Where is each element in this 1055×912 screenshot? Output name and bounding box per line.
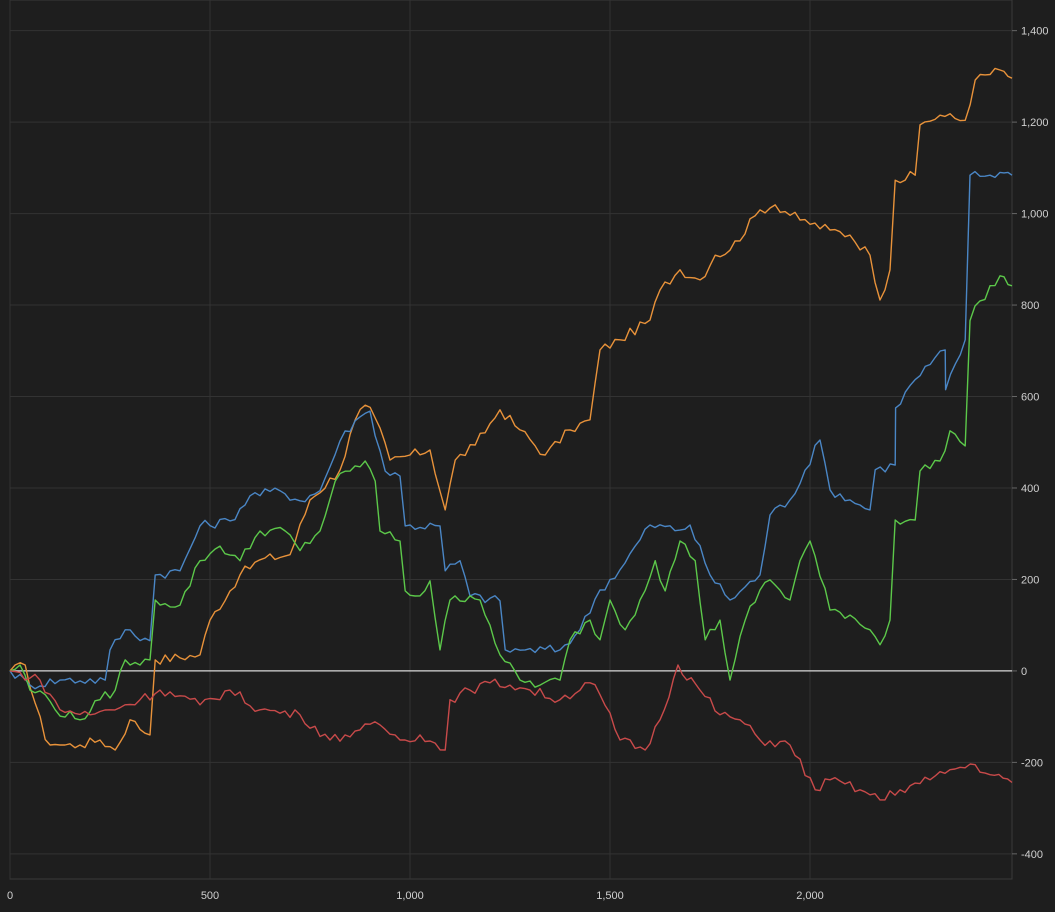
series-line-blue — [9, 170, 1013, 690]
series-line-orange — [9, 67, 1013, 751]
y-tick-label: 1,000 — [1021, 209, 1049, 221]
x-tick-label: 500 — [201, 890, 219, 902]
y-tick-label: -400 — [1021, 849, 1043, 861]
series-line-red — [9, 664, 1013, 801]
y-tick-label: 1,400 — [1021, 26, 1049, 38]
y-tick-label: 0 — [1021, 666, 1027, 678]
x-tick-label: 1,500 — [596, 890, 624, 902]
y-tick-label: 600 — [1021, 392, 1039, 404]
y-tick-label: 200 — [1021, 574, 1039, 586]
y-axis: -400 -200 0 200 400 600 800 1,000 1,200 1,400 — [1021, 26, 1049, 861]
x-tick-label: 2,000 — [796, 890, 824, 902]
x-tick-label: 1,000 — [396, 890, 424, 902]
y-tick-label: -200 — [1021, 757, 1043, 769]
x-tick-label: 0 — [7, 890, 13, 902]
series-layer — [9, 67, 1013, 801]
x-axis: 0 500 1,000 1,500 2,000 — [7, 890, 824, 902]
series-line-green — [9, 275, 1013, 721]
y-tick-label: 1,200 — [1021, 117, 1049, 129]
y-tick-label: 400 — [1021, 483, 1039, 495]
y-tick-label: 800 — [1021, 300, 1039, 312]
